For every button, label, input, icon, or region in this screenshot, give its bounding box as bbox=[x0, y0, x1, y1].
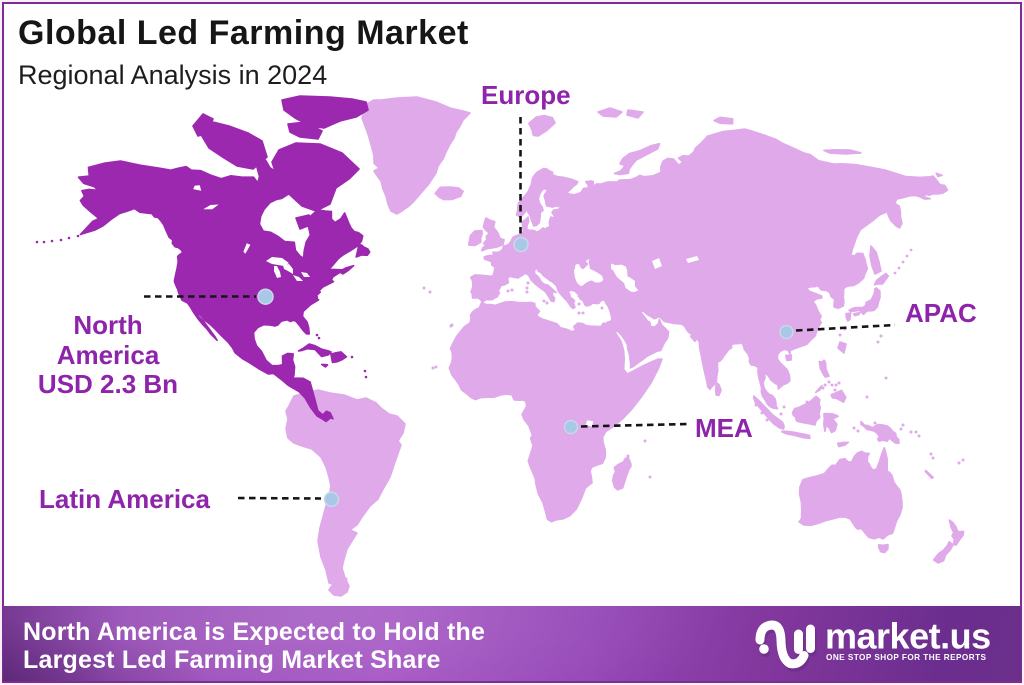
svg-text:market.us: market.us bbox=[825, 616, 991, 657]
svg-text:ONE STOP SHOP FOR THE REPORTS: ONE STOP SHOP FOR THE REPORTS bbox=[826, 653, 987, 662]
